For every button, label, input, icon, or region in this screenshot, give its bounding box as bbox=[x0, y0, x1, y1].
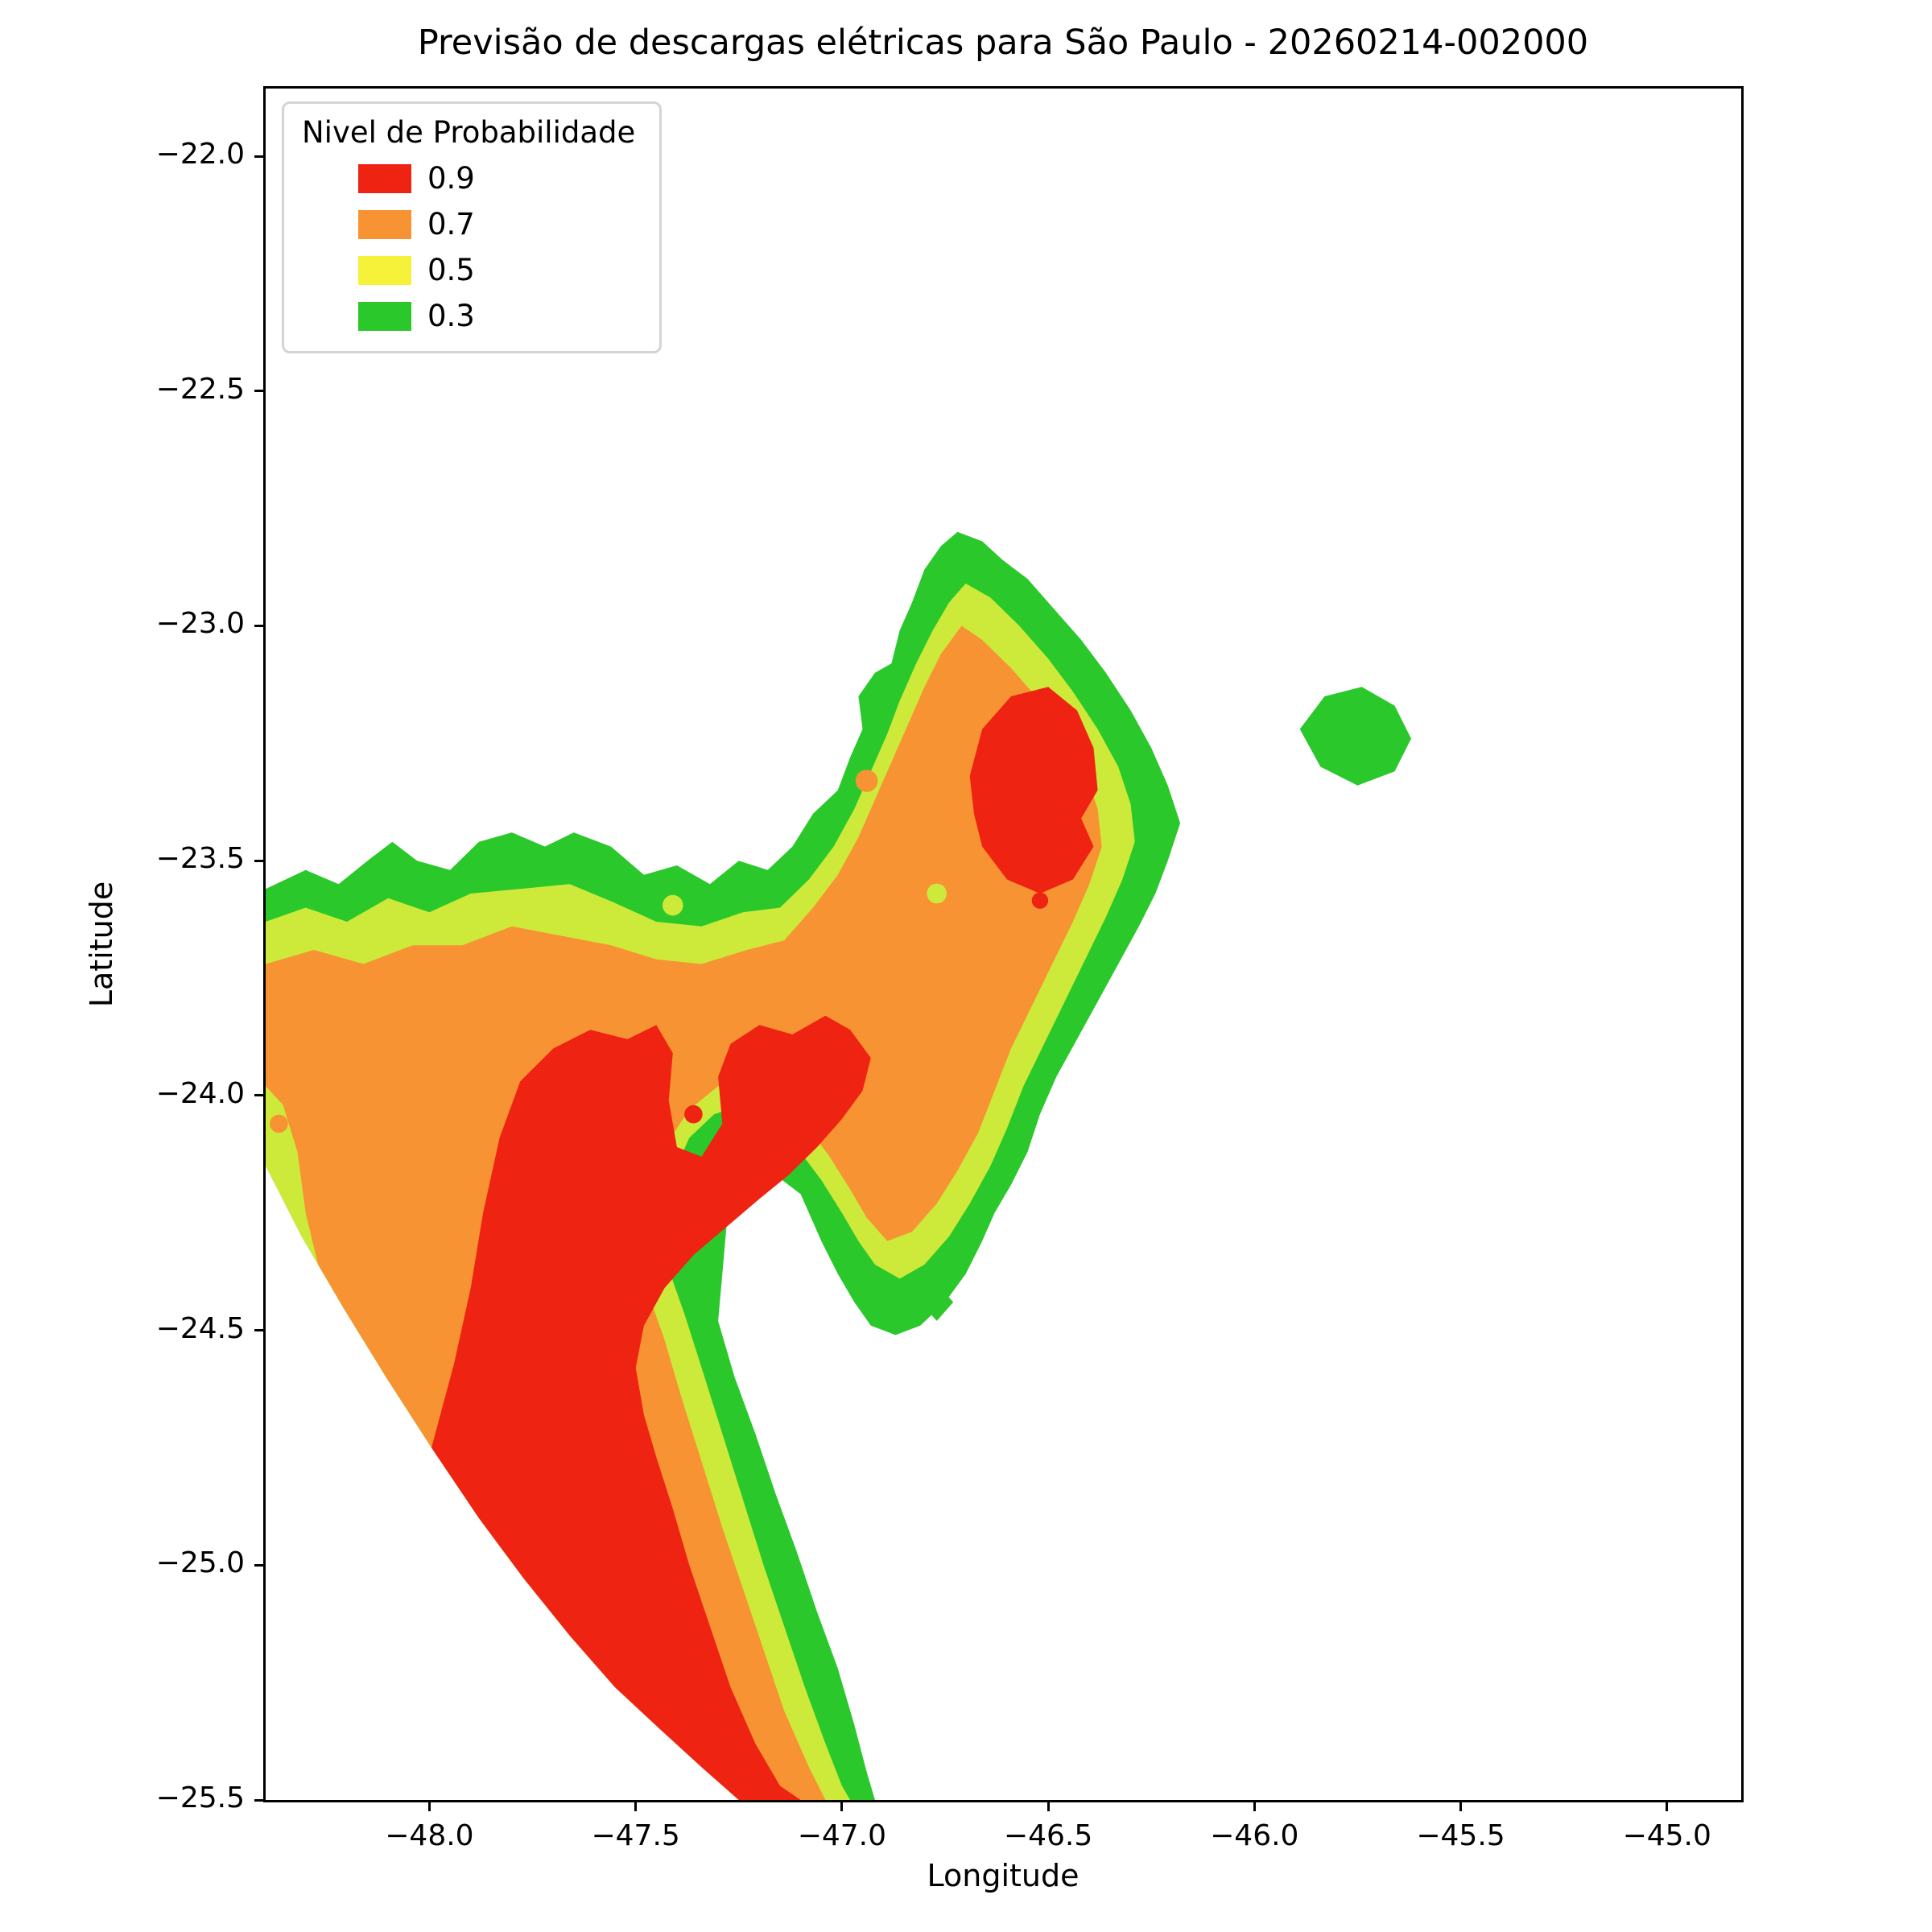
x-tick-mark bbox=[427, 1800, 431, 1811]
x-tick-label: −45.0 bbox=[1622, 1819, 1711, 1852]
legend-swatch-0.5 bbox=[358, 255, 411, 285]
y-tick-mark bbox=[254, 1563, 266, 1567]
x-tick-mark bbox=[1459, 1800, 1463, 1811]
x-tick-mark bbox=[1046, 1800, 1050, 1811]
contour-region-prob-0.3-speck-south bbox=[920, 1283, 954, 1321]
contour-region-prob-0.9-main bbox=[431, 1015, 871, 1800]
x-tick-label: −46.0 bbox=[1210, 1819, 1299, 1852]
legend-swatch-0.9 bbox=[358, 163, 411, 193]
dot-red-small-northeast bbox=[1031, 892, 1049, 909]
y-tick-label: −24.5 bbox=[155, 1311, 245, 1345]
x-tick-label: −47.5 bbox=[591, 1819, 680, 1852]
y-tick-mark bbox=[254, 1329, 266, 1332]
dot-orange-on-yellow bbox=[855, 770, 878, 792]
y-tick-label: −23.5 bbox=[155, 842, 245, 876]
contour-region-prob-0.3-island-northeast bbox=[1299, 687, 1411, 786]
x-axis-label: Longitude bbox=[927, 1858, 1080, 1893]
y-tick-label: −22.5 bbox=[155, 372, 245, 406]
chart-title: Previsão de descargas elétricas para São… bbox=[417, 23, 1589, 63]
y-tick-mark bbox=[254, 390, 266, 393]
y-axis-label: Latitude bbox=[84, 881, 119, 1008]
dot-orange-west-edge bbox=[270, 1114, 288, 1133]
y-tick-mark bbox=[254, 1798, 266, 1802]
legend-swatch-0.7 bbox=[358, 209, 411, 239]
legend-item-0.5: 0.5 bbox=[358, 253, 635, 287]
plot-area: Nivel de Probabilidade 0.9 0.7 0.5 0.3 bbox=[263, 86, 1744, 1802]
legend-item-0.9: 0.9 bbox=[358, 161, 635, 196]
x-tick-mark bbox=[1253, 1800, 1256, 1811]
legend-item-0.3: 0.3 bbox=[358, 299, 635, 333]
contour-region-prob-0.9-core-northeast bbox=[969, 687, 1098, 894]
x-tick-mark bbox=[634, 1800, 638, 1811]
y-tick-mark bbox=[254, 859, 266, 862]
y-tick-mark bbox=[254, 155, 266, 158]
x-tick-label: −48.0 bbox=[385, 1819, 474, 1852]
dot-red-in-orange-bay bbox=[684, 1104, 703, 1124]
x-tick-label: −46.5 bbox=[1003, 1819, 1093, 1852]
x-tick-label: −47.0 bbox=[797, 1819, 887, 1852]
legend-label-0.5: 0.5 bbox=[427, 253, 475, 287]
legend-item-0.7: 0.7 bbox=[358, 207, 635, 242]
contour-map bbox=[266, 531, 1411, 1800]
x-tick-mark bbox=[840, 1800, 844, 1811]
y-tick-label: −22.0 bbox=[155, 138, 245, 171]
x-tick-label: −45.5 bbox=[1416, 1819, 1505, 1852]
legend-label-0.9: 0.9 bbox=[427, 161, 475, 196]
dot-yellow-on-green bbox=[663, 894, 683, 916]
legend-label-0.3: 0.3 bbox=[427, 299, 475, 333]
y-tick-label: −24.0 bbox=[155, 1076, 245, 1110]
y-tick-mark bbox=[254, 1094, 266, 1097]
y-tick-label: −25.5 bbox=[155, 1781, 245, 1814]
x-tick-mark bbox=[1666, 1800, 1669, 1811]
dot-yellow-on-orange bbox=[927, 883, 947, 904]
legend-title: Nivel de Probabilidade bbox=[302, 115, 636, 150]
legend-swatch-0.3 bbox=[358, 301, 411, 331]
legend: Nivel de Probabilidade 0.9 0.7 0.5 0.3 bbox=[282, 101, 663, 353]
y-tick-label: −23.0 bbox=[155, 607, 245, 641]
y-tick-label: −25.0 bbox=[155, 1546, 245, 1580]
y-tick-mark bbox=[254, 624, 266, 627]
legend-label-0.7: 0.7 bbox=[427, 207, 475, 242]
